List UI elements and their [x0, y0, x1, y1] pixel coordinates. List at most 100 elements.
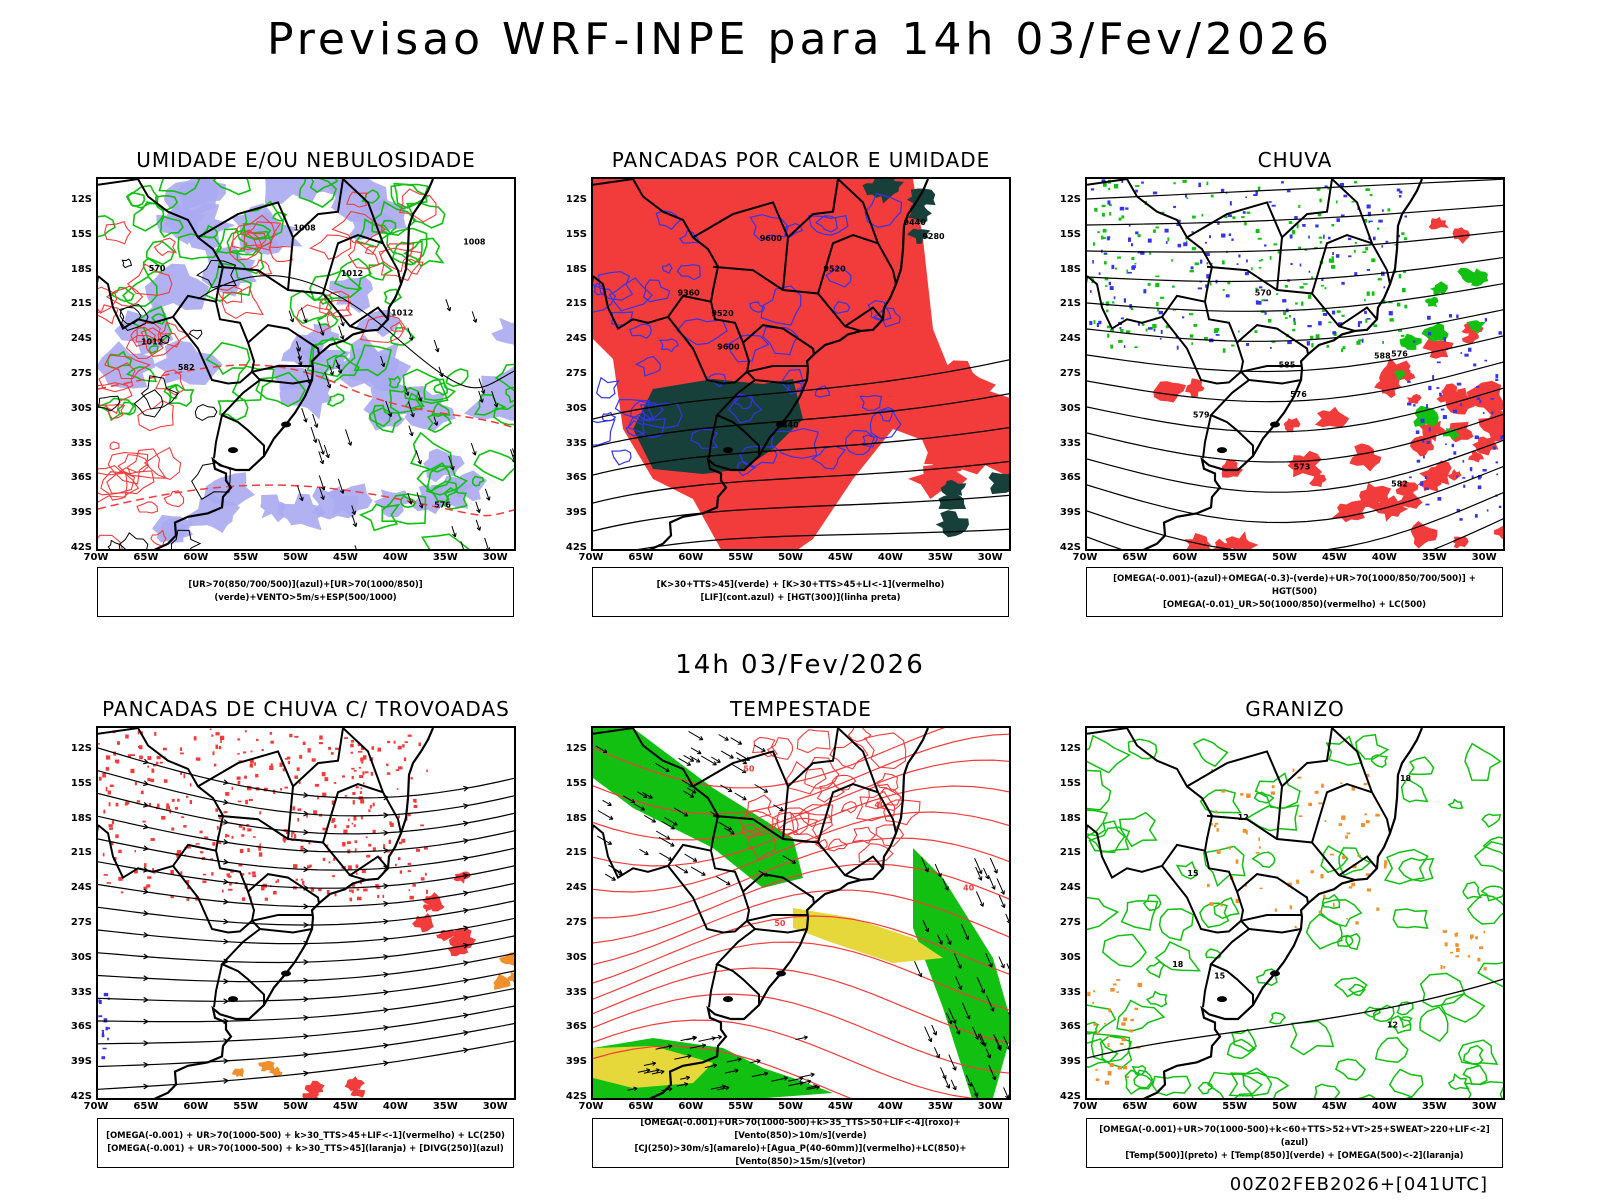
- humidity-contour-green: [389, 386, 424, 414]
- latitude-label: 18S: [565, 263, 587, 275]
- lifted-index-contour: [825, 266, 852, 288]
- storm-speckle-red: [328, 747, 332, 750]
- streamline-arrow: [303, 1070, 309, 1077]
- storm-speckle-red: [356, 888, 360, 891]
- wind-vector-850: [689, 755, 701, 763]
- streamline-850: [593, 915, 1009, 984]
- wind-vector: [337, 478, 345, 494]
- omega-speckle-orange: [1117, 1066, 1122, 1070]
- rain-speckle-blue: [1184, 193, 1187, 198]
- wind-vector-850: [678, 757, 692, 766]
- rain-speckle-blue: [1503, 491, 1505, 495]
- rain-speckle-blue: [1176, 224, 1180, 227]
- state-border: [837, 728, 879, 793]
- storm-speckle-red: [144, 863, 147, 868]
- height-contour-500: [1087, 309, 1503, 342]
- storm-speckle-red: [332, 875, 335, 878]
- lifted-index-contour: [762, 326, 799, 356]
- wind-vector-850: [799, 1072, 815, 1078]
- precip-water-contour: [883, 799, 921, 826]
- lifted-index-contour: [627, 411, 666, 439]
- rain-speckle-blue: [1238, 254, 1241, 258]
- omega-speckle-orange: [1242, 828, 1247, 833]
- jet-area-yellow: [793, 908, 943, 963]
- storm-speckle-red: [109, 827, 113, 830]
- omega-speckle-orange: [1287, 882, 1292, 887]
- contour-label: 18: [1400, 774, 1412, 783]
- latitude-label: 27S: [70, 917, 92, 928]
- rain-speckle-blue: [1462, 477, 1466, 479]
- state-border: [98, 179, 225, 302]
- rain-speckle-blue: [1123, 298, 1127, 303]
- storm-speckle-red: [284, 786, 289, 789]
- streamline-850: [593, 785, 1009, 867]
- rain-speckle-blue: [1463, 484, 1466, 488]
- storm-area-red: [304, 1080, 325, 1096]
- storm-speckle-red: [148, 802, 152, 807]
- coastline: [1087, 179, 1424, 549]
- latitude-label: 33S: [565, 986, 587, 998]
- rain-speckle-blue: [1287, 340, 1292, 345]
- storm-speckle-red: [118, 849, 122, 854]
- wind-vector: [484, 537, 491, 549]
- rain-speckle-green: [1167, 237, 1170, 242]
- rain-speckle-green: [1331, 256, 1334, 261]
- state-border: [1209, 920, 1254, 1005]
- rain-speckle-green: [1261, 299, 1265, 302]
- longitude-label: 30W: [1471, 552, 1497, 563]
- divergence-speckle-blue: [98, 1015, 103, 1018]
- omega-speckle-orange: [1121, 1037, 1126, 1042]
- wind-vector-850: [986, 995, 995, 1012]
- storm-speckle-red: [108, 802, 111, 807]
- contour-label: 12: [1238, 813, 1249, 822]
- rain-speckle-blue: [1366, 205, 1371, 208]
- wind-vector-850: [651, 1069, 665, 1075]
- storm-speckle-red: [293, 864, 298, 869]
- instability-area-red: [922, 428, 987, 475]
- rain-speckle-green: [1301, 301, 1304, 306]
- rain-speckle-green: [1403, 270, 1406, 273]
- temperature-850-contour: [1333, 976, 1368, 998]
- streamline-850: [593, 993, 1009, 1074]
- longitude-label: 65W: [133, 1101, 159, 1112]
- wind-vector-850: [637, 1068, 651, 1073]
- humidity-contour-green: [388, 375, 401, 389]
- storm-speckle-red: [258, 846, 262, 851]
- omega-speckle-orange: [1209, 822, 1213, 826]
- contour-label: 570: [1255, 288, 1272, 297]
- storm-speckle-red: [309, 864, 312, 868]
- rain-speckle-blue: [1140, 251, 1145, 255]
- rain-speckle-blue: [1361, 338, 1364, 343]
- thickness-contour-red: [105, 285, 144, 307]
- panel-title: PANCADAS DE CHUVA C/ TROVOADAS: [102, 697, 510, 721]
- rain-speckle-green: [1330, 265, 1336, 269]
- state-border: [593, 824, 712, 880]
- rain-speckle-blue: [1089, 290, 1092, 293]
- humidity-area-blue: [152, 340, 223, 385]
- wind-vector: [478, 390, 484, 403]
- state-border: [746, 914, 807, 922]
- wind-vector: [478, 378, 486, 394]
- coastline: [593, 179, 930, 549]
- rain-speckle-blue: [1096, 323, 1100, 327]
- humidity-contour-green: [117, 401, 137, 416]
- storm-speckle-red: [365, 836, 368, 839]
- rain-speckle-green: [1371, 258, 1376, 263]
- storm-speckle-red: [418, 742, 421, 747]
- storm-speckle-red: [157, 803, 160, 807]
- omega-speckle-orange: [1116, 979, 1121, 981]
- rain-speckle-green: [1402, 287, 1406, 293]
- storm-speckle-red: [426, 889, 428, 894]
- rain-speckle-green: [1222, 289, 1225, 291]
- rain-speckle-green: [1109, 329, 1115, 333]
- main-title: Previsao WRF-INPE para 14h 03/Fev/2026: [267, 14, 1333, 65]
- longitude-label: 40W: [1371, 552, 1397, 563]
- rain-speckle-green: [1192, 215, 1196, 219]
- storm-speckle-red: [344, 795, 348, 797]
- rain-speckle-green: [1102, 182, 1107, 187]
- rain-speckle-blue: [1135, 189, 1138, 193]
- storm-speckle-red: [252, 874, 257, 878]
- storm-speckle-red: [177, 798, 180, 802]
- instability-area-green: [935, 510, 969, 538]
- latitude-label: 12S: [70, 743, 92, 754]
